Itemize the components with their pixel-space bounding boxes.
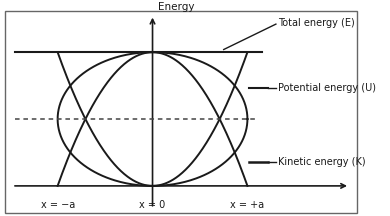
Text: x = +a: x = +a bbox=[230, 200, 264, 210]
Text: x = 0: x = 0 bbox=[139, 200, 166, 210]
Text: Energy: Energy bbox=[158, 2, 195, 12]
Text: Kinetic energy (K): Kinetic energy (K) bbox=[278, 157, 365, 167]
Text: x = −a: x = −a bbox=[41, 200, 75, 210]
Text: Total energy (E): Total energy (E) bbox=[278, 18, 355, 28]
Text: Potential energy (U): Potential energy (U) bbox=[278, 83, 376, 93]
